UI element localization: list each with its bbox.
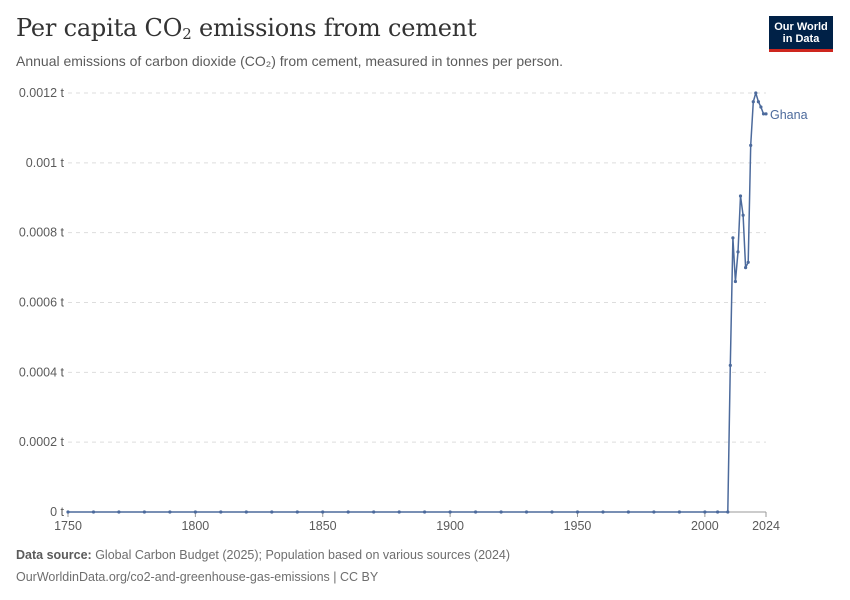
data-point [575, 510, 580, 514]
y-tick-label: 0.0008 t [19, 226, 65, 240]
y-tick-label: 0.0004 t [19, 365, 65, 379]
owid-logo[interactable]: Our World in Data [769, 16, 833, 52]
data-point [716, 510, 720, 514]
data-source-text: Global Carbon Budget (2025); Population … [91, 548, 511, 562]
data-point [736, 250, 740, 254]
data-point [626, 510, 631, 514]
data-point [756, 100, 761, 104]
data-point [321, 510, 325, 514]
data-point [726, 510, 730, 514]
source-url[interactable]: OurWorldinData.org/co2-and-greenhouse-ga… [16, 570, 379, 584]
x-tick-label: 2000 [691, 519, 719, 533]
y-tick-label: 0.0012 t [19, 86, 65, 100]
data-point [193, 510, 197, 514]
data-point [524, 510, 529, 514]
data-source: Data source: Global Carbon Budget (2025)… [16, 548, 510, 562]
data-point [448, 510, 452, 514]
data-point [677, 510, 682, 514]
x-tick-label: 1850 [309, 519, 337, 533]
data-point [295, 510, 299, 514]
data-point [270, 510, 274, 514]
data-point [731, 236, 735, 240]
data-point [759, 105, 763, 109]
logo-line-1: Our World [774, 21, 828, 33]
chart-title: Per capita CO2 emissions from cement [16, 14, 477, 43]
data-point [117, 510, 121, 514]
data-point [751, 100, 755, 104]
data-point [142, 510, 146, 514]
data-point [397, 510, 401, 514]
data-point [219, 510, 223, 514]
data-point [372, 510, 376, 514]
data-point [703, 510, 707, 514]
data-point [423, 510, 427, 514]
data-point [764, 112, 768, 116]
x-tick-label: 1900 [436, 519, 464, 533]
data-point [601, 510, 605, 514]
data-point [738, 194, 743, 198]
data-point [244, 510, 248, 514]
data-point [91, 510, 96, 514]
data-point [652, 510, 656, 514]
y-tick-label: 0 t [50, 505, 64, 519]
data-point [550, 510, 554, 514]
x-tick-label: 2024 [752, 519, 780, 533]
y-tick-label: 0.0002 t [19, 435, 65, 449]
data-point [499, 510, 503, 514]
data-point [168, 510, 172, 514]
series-label: Ghana [770, 108, 808, 122]
data-point [728, 363, 732, 367]
chart-subtitle: Annual emissions of carbon dioxide (CO₂)… [16, 53, 564, 69]
x-tick-label: 1950 [564, 519, 592, 533]
data-point [749, 143, 753, 147]
y-tick-label: 0.0006 t [19, 296, 65, 310]
data-point [754, 91, 758, 95]
logo-line-2: in Data [782, 33, 820, 45]
data-point [761, 112, 766, 116]
data-source-label: Data source: [16, 548, 92, 562]
data-point [733, 279, 738, 284]
data-point [744, 266, 748, 270]
x-tick-label: 1800 [181, 519, 209, 533]
data-point [746, 260, 750, 264]
data-point [474, 510, 478, 514]
x-tick-label: 1750 [54, 519, 82, 533]
data-point [346, 510, 350, 514]
data-point [741, 213, 745, 217]
y-tick-label: 0.001 t [26, 156, 65, 170]
data-point [66, 510, 70, 514]
